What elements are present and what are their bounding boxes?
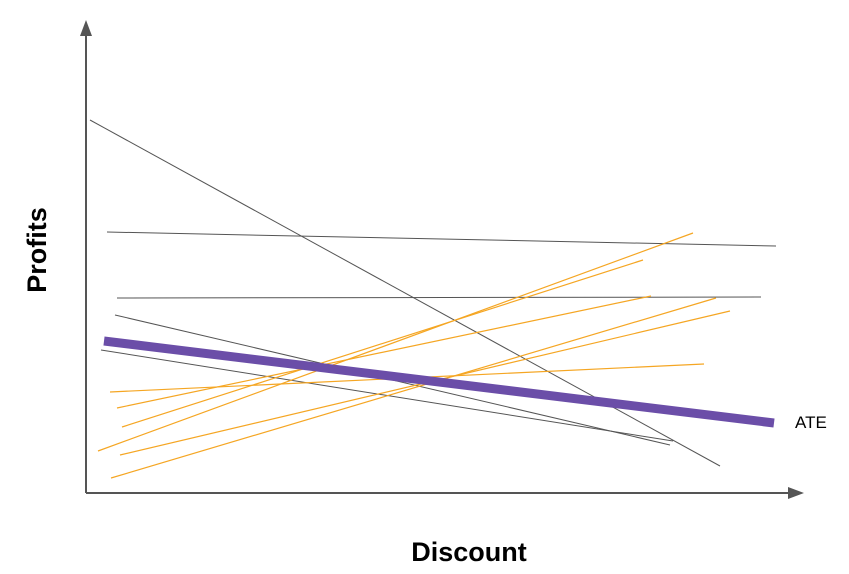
ate-line (103, 336, 775, 428)
x-axis-arrow (788, 487, 804, 499)
orange-effect-line (121, 259, 644, 428)
orange-effect-line (110, 297, 717, 479)
ate-label: ATE (795, 413, 827, 432)
gray-effect-line (89, 119, 721, 467)
y-axis-arrow (80, 20, 92, 36)
orange-effect-line (116, 295, 652, 409)
orange-effect-line (97, 232, 694, 452)
gray-effect-line (116, 296, 762, 299)
axes (80, 20, 804, 499)
x-axis-title: Discount (411, 537, 527, 567)
y-axis-title: Profits (22, 207, 52, 293)
